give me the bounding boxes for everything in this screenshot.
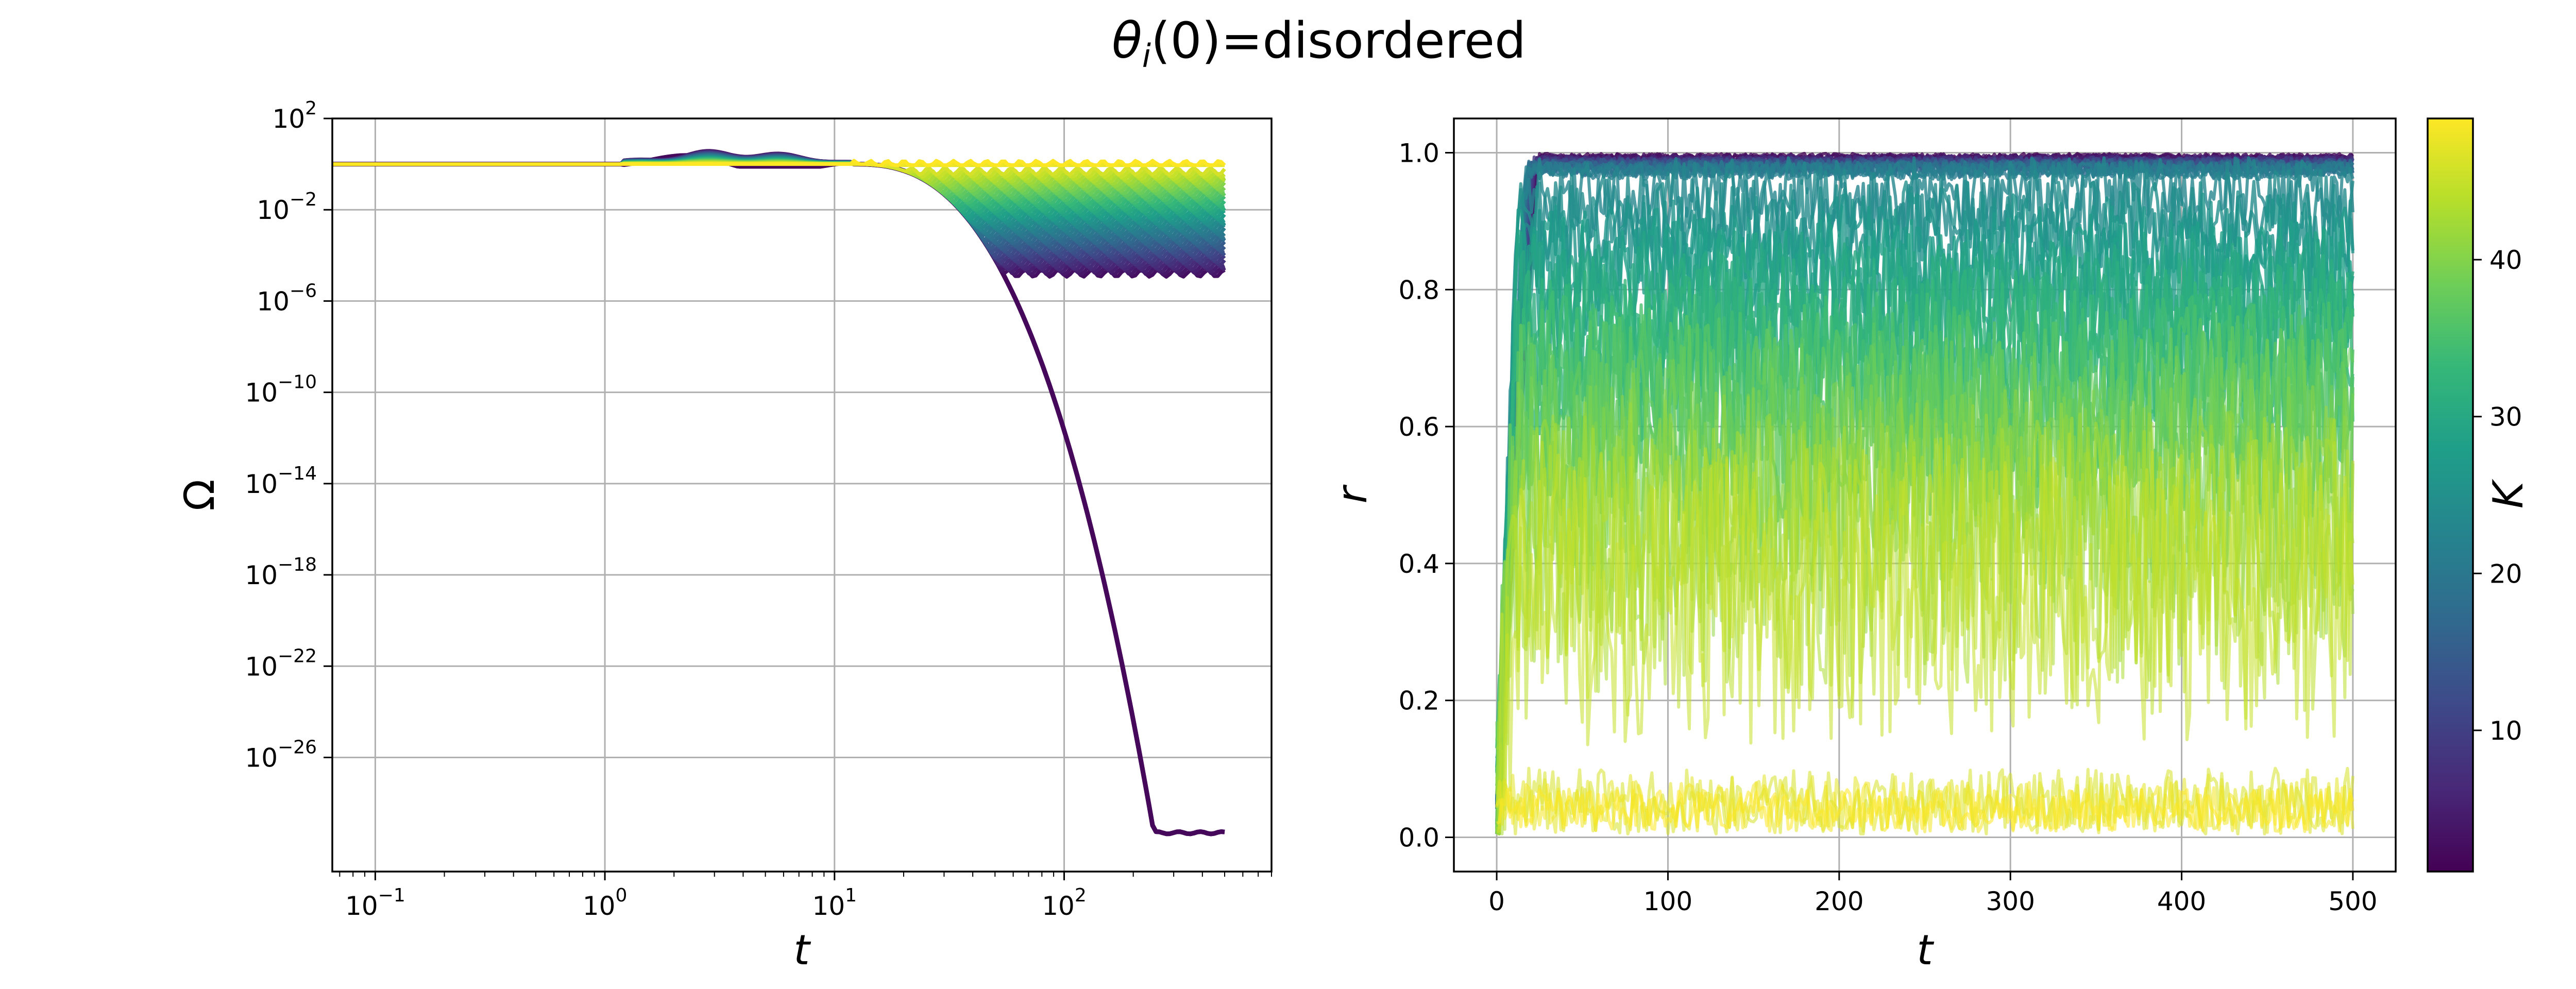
- right-y-tick-label: 0.6: [1398, 412, 1439, 442]
- colorbar-tick-label: 30: [2489, 402, 2522, 432]
- right-x-tick-label: 0: [1488, 886, 1505, 916]
- colorbar-tick-label: 20: [2489, 559, 2522, 589]
- left-y-tick-label: 10−6: [257, 280, 317, 316]
- colorbar-gradient: [2428, 118, 2473, 872]
- colorbar-tick-label: 40: [2489, 245, 2522, 275]
- left-y-tick-label: 10−18: [245, 554, 317, 590]
- colorbar: 10 20 30 40 K: [2427, 117, 2532, 873]
- colorbar-tick-label: 10: [2489, 716, 2522, 746]
- left-ticks: 10−1 100 101 102 102 10−2 10−6 10−10 10−14 10−18 1…: [245, 98, 1272, 921]
- right-y-tick-label: 0.2: [1398, 686, 1439, 716]
- title-subscript: i: [1142, 37, 1151, 75]
- right-ticks: 0 100 200 300 400 500 0.0 0.2 0.4 0.6 0.8 1.0: [1398, 138, 2377, 916]
- left-y-tick-label: 10−10: [245, 372, 317, 408]
- left-ylabel: Ω: [176, 479, 224, 510]
- colorbar-label: K: [2484, 479, 2532, 508]
- left-x-tick-label: 10−1: [345, 885, 405, 921]
- title-theta: θ: [1112, 12, 1142, 70]
- left-curve-k49: [332, 159, 1226, 167]
- left-y-tick-label: 10−14: [245, 463, 317, 499]
- left-panel: 10−1 100 101 102 102 10−2 10−6 10−10 10−14 10−18 1…: [176, 98, 1273, 974]
- right-x-tick-label: 100: [1643, 886, 1692, 916]
- left-x-tick-label: 101: [812, 885, 857, 921]
- right-x-tick-label: 500: [2328, 886, 2377, 916]
- right-y-tick-label: 0.0: [1398, 823, 1439, 853]
- left-x-tick-label: 102: [1042, 885, 1087, 921]
- right-curves: [1495, 151, 2354, 835]
- right-axes-frame: [1453, 117, 2397, 873]
- right-y-tick-label: 0.4: [1398, 549, 1439, 579]
- left-y-tick-label: 10−26: [245, 737, 317, 773]
- colorbar-frame: [2427, 117, 2474, 873]
- left-curves: [332, 149, 1226, 837]
- colorbar-ticks: 10 20 30 40: [2473, 245, 2522, 746]
- left-xlabel: t: [793, 926, 811, 974]
- left-y-tick-label: 10−22: [245, 645, 317, 681]
- right-y-tick-label: 1.0: [1398, 138, 1439, 168]
- right-curve-k21: [1495, 160, 2354, 796]
- figure-title: θi(0)=disordered: [1112, 12, 1526, 75]
- right-curve-k23: [1495, 156, 2354, 768]
- right-y-tick-label: 0.8: [1398, 275, 1439, 305]
- left-y-tick-label: 102: [272, 98, 317, 134]
- right-x-tick-label: 200: [1815, 886, 1863, 916]
- right-x-tick-label: 400: [2157, 886, 2206, 916]
- right-xlabel: t: [1917, 926, 1934, 974]
- right-x-tick-label: 300: [1986, 886, 2035, 916]
- left-axes-frame: [331, 117, 1273, 873]
- left-y-tick-label: 10−2: [257, 189, 317, 225]
- right-panel: 0 100 200 300 400 500 0.0 0.2 0.4 0.6 0.8 1.0 t r: [1328, 117, 2397, 974]
- right-curve-k22: [1495, 161, 2354, 804]
- right-curve-k49: [1496, 788, 2354, 832]
- title-rest: (0)=disordered: [1151, 12, 1526, 70]
- right-curve-k45: [1496, 448, 2354, 830]
- right-curve-k48: [1495, 780, 2354, 833]
- left-x-tick-label: 100: [583, 885, 628, 921]
- right-ylabel: r: [1328, 484, 1376, 503]
